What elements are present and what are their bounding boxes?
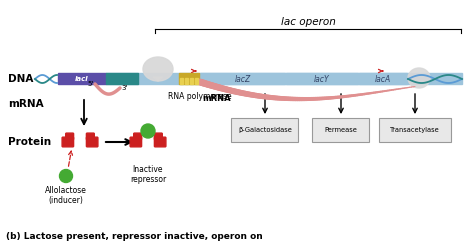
Text: 3': 3'	[121, 85, 128, 91]
Ellipse shape	[408, 68, 430, 88]
FancyBboxPatch shape	[134, 133, 142, 140]
FancyBboxPatch shape	[66, 133, 73, 140]
FancyBboxPatch shape	[231, 118, 299, 142]
Polygon shape	[153, 77, 163, 81]
Text: 5': 5'	[88, 81, 94, 87]
Text: lacZ: lacZ	[234, 74, 251, 83]
Text: Permease: Permease	[325, 127, 357, 133]
Text: Allolactose
(inducer): Allolactose (inducer)	[45, 186, 87, 205]
Text: DNA: DNA	[8, 74, 33, 84]
Text: 5': 5'	[192, 74, 198, 80]
FancyBboxPatch shape	[312, 118, 370, 142]
Bar	[195, 78, 199, 84]
Bar	[286, 73, 358, 84]
FancyBboxPatch shape	[379, 118, 451, 142]
FancyBboxPatch shape	[155, 133, 162, 140]
Ellipse shape	[143, 57, 173, 81]
FancyBboxPatch shape	[130, 137, 142, 147]
Bar	[359, 73, 407, 84]
Text: lacY: lacY	[314, 74, 330, 83]
Bar	[191, 78, 193, 84]
FancyBboxPatch shape	[62, 137, 73, 147]
Bar	[179, 73, 199, 84]
Text: Transacetylase: Transacetylase	[390, 127, 440, 133]
Bar	[58, 73, 106, 84]
Text: Inactive
repressor: Inactive repressor	[130, 165, 166, 185]
Text: RNA polymerase: RNA polymerase	[168, 91, 232, 101]
Ellipse shape	[141, 124, 155, 138]
Bar	[185, 78, 189, 84]
Text: β-Galactosidase: β-Galactosidase	[238, 127, 292, 133]
FancyBboxPatch shape	[86, 137, 98, 147]
Text: lacA: lacA	[375, 74, 391, 83]
FancyBboxPatch shape	[86, 133, 94, 140]
Text: (b) Lactose present, repressor inactive, operon on: (b) Lactose present, repressor inactive,…	[6, 232, 263, 241]
Bar	[200, 73, 285, 84]
Bar	[106, 73, 462, 84]
Text: mRNA: mRNA	[202, 94, 231, 103]
Text: lac operon: lac operon	[281, 17, 336, 27]
Text: mRNA: mRNA	[8, 99, 44, 109]
Text: Protein: Protein	[8, 137, 51, 147]
FancyBboxPatch shape	[155, 137, 166, 147]
Bar	[106, 73, 138, 84]
Text: lacI: lacI	[75, 76, 89, 82]
Ellipse shape	[60, 170, 73, 183]
Bar	[181, 78, 183, 84]
